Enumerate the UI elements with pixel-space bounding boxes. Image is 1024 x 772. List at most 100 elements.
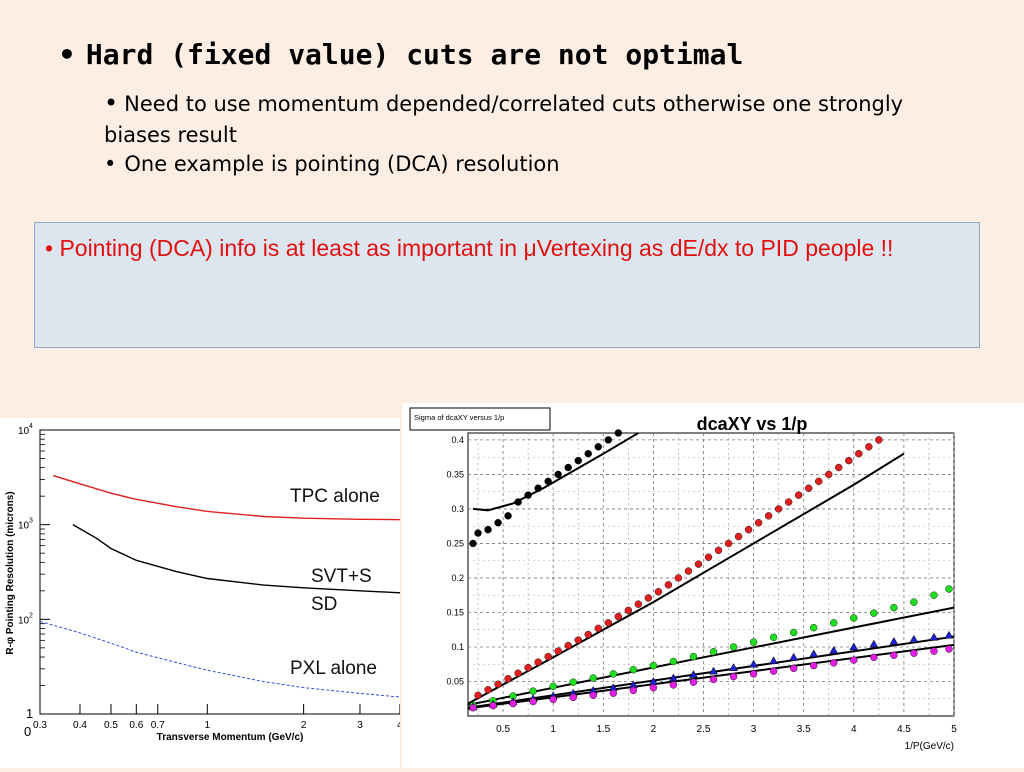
series-label-svt: SD xyxy=(311,594,337,615)
data-point-1 xyxy=(784,498,793,506)
data-point-0 xyxy=(544,477,552,486)
data-point-1 xyxy=(704,553,713,561)
data-point-4 xyxy=(629,686,638,695)
x-tick-label: 3 xyxy=(751,724,757,735)
data-point-1 xyxy=(825,470,833,479)
y-tick-label: 0.3 xyxy=(451,504,464,514)
data-point-1 xyxy=(494,680,502,688)
y-tick-label: 10 xyxy=(18,521,30,532)
data-point-0 xyxy=(494,519,502,527)
data-point-1 xyxy=(574,636,582,644)
data-point-0 xyxy=(594,443,602,451)
data-point-3 xyxy=(849,642,859,651)
data-point-2 xyxy=(669,657,678,666)
data-point-1 xyxy=(504,675,512,683)
x-axis-label: 1/P(GeV/c) xyxy=(905,741,954,752)
x-tick-label: 0.3 xyxy=(33,720,47,731)
x-tick-label: 0.5 xyxy=(496,724,510,735)
data-point-4 xyxy=(769,667,778,675)
plot-frame xyxy=(39,429,406,715)
data-point-2 xyxy=(870,609,878,617)
data-point-0 xyxy=(484,525,492,534)
data-point-4 xyxy=(489,701,497,710)
data-point-3 xyxy=(809,649,819,658)
data-point-3 xyxy=(709,666,718,675)
data-point-0 xyxy=(514,498,522,506)
x-tick-label: 5 xyxy=(951,724,957,735)
data-point-0 xyxy=(604,436,612,444)
data-point-1 xyxy=(684,567,693,575)
chart-title: dcaXY vs 1/p xyxy=(697,414,808,434)
data-point-0 xyxy=(524,491,532,499)
data-point-2 xyxy=(689,652,698,661)
data-point-1 xyxy=(835,463,843,472)
data-point-3 xyxy=(944,630,954,639)
inset-title-box xyxy=(409,407,551,431)
highlight-note-box: • Pointing (DCA) info is at least as imp… xyxy=(34,222,980,348)
data-point-1 xyxy=(644,594,653,602)
data-point-2 xyxy=(549,682,557,691)
data-point-4 xyxy=(870,653,878,662)
heading-text: Hard (fixed value) cuts are not optimal xyxy=(85,38,744,71)
data-point-1 xyxy=(774,505,783,513)
data-point-4 xyxy=(749,670,758,678)
x-tick-label: 4 xyxy=(851,724,857,735)
data-point-4 xyxy=(830,659,838,667)
data-point-4 xyxy=(549,695,557,704)
data-point-1 xyxy=(474,691,482,699)
data-point-4 xyxy=(689,678,698,686)
pointing-resolution-chart: 10 2 10 3 10 4 1 0 0.3 0.4 0.5 0.6 0.7 1 2 3 4 Transverse… xyxy=(0,418,406,768)
data-point-0 xyxy=(554,470,562,479)
y-tick-label: 0.1 xyxy=(451,642,464,652)
heading-bullet: • Hard (fixed value) cuts are not optimal xyxy=(58,38,743,71)
x-tick-label: 0.6 xyxy=(129,720,143,731)
data-point-4 xyxy=(930,647,938,655)
x-axis-label: Transverse Momentum (GeV/c) xyxy=(157,732,304,743)
data-point-3 xyxy=(889,636,899,645)
y-tick-label: 0.35 xyxy=(446,469,464,479)
x-tick-label: 1 xyxy=(205,720,211,731)
y-tick-label-bottom: 0 xyxy=(24,724,31,739)
data-point-4 xyxy=(945,645,953,653)
data-point-4 xyxy=(789,664,798,673)
data-point-1 xyxy=(845,456,853,465)
data-point-1 xyxy=(514,669,522,677)
data-point-1 xyxy=(524,663,532,672)
data-point-1 xyxy=(674,574,683,582)
data-point-4 xyxy=(669,681,678,689)
data-point-1 xyxy=(865,443,873,451)
data-point-3 xyxy=(729,663,738,671)
x-tick-label: 1.5 xyxy=(596,724,610,735)
dcaxy-svg: 0.5 1 1.5 2 2.5 3 3.5 4 4.5 5 0.05 0.1 0.15 0.2 0.25 0.… xyxy=(409,407,957,752)
data-point-2 xyxy=(789,628,798,637)
data-point-1 xyxy=(484,686,492,694)
x-tick-label: 3.5 xyxy=(797,724,811,735)
data-point-0 xyxy=(534,484,542,492)
data-point-4 xyxy=(810,661,818,670)
data-point-1 xyxy=(744,525,753,534)
data-point-2 xyxy=(589,674,597,682)
data-point-0 xyxy=(469,539,477,548)
sub-bullet-text: Need to use momentum depended/correlated… xyxy=(104,92,904,147)
data-point-1 xyxy=(614,612,623,621)
x-tick-label: 0.5 xyxy=(104,720,118,731)
data-point-1 xyxy=(654,588,663,596)
data-point-2 xyxy=(609,670,617,678)
data-point-0 xyxy=(574,456,582,465)
sub-bullet-dca: • One example is pointing (DCA) resolutio… xyxy=(104,152,560,176)
sub-bullet-momentum: • Need to use momentum depended/correlate… xyxy=(104,88,904,151)
series-curve-tpc-alone xyxy=(53,474,400,521)
data-point-1 xyxy=(544,652,552,661)
data-point-1 xyxy=(564,641,572,650)
fit-line-2 xyxy=(467,606,955,706)
data-point-1 xyxy=(875,436,883,444)
series-curve-svt-ssd xyxy=(72,524,404,594)
note-text: • Pointing (DCA) info is at least as imp… xyxy=(45,235,894,261)
data-point-4 xyxy=(529,697,537,706)
data-point-1 xyxy=(724,539,733,548)
fit-line-0 xyxy=(472,432,639,512)
data-point-2 xyxy=(910,598,918,606)
data-point-2 xyxy=(569,678,577,686)
bullet-glyph: • xyxy=(104,152,117,176)
data-point-2 xyxy=(810,623,818,632)
